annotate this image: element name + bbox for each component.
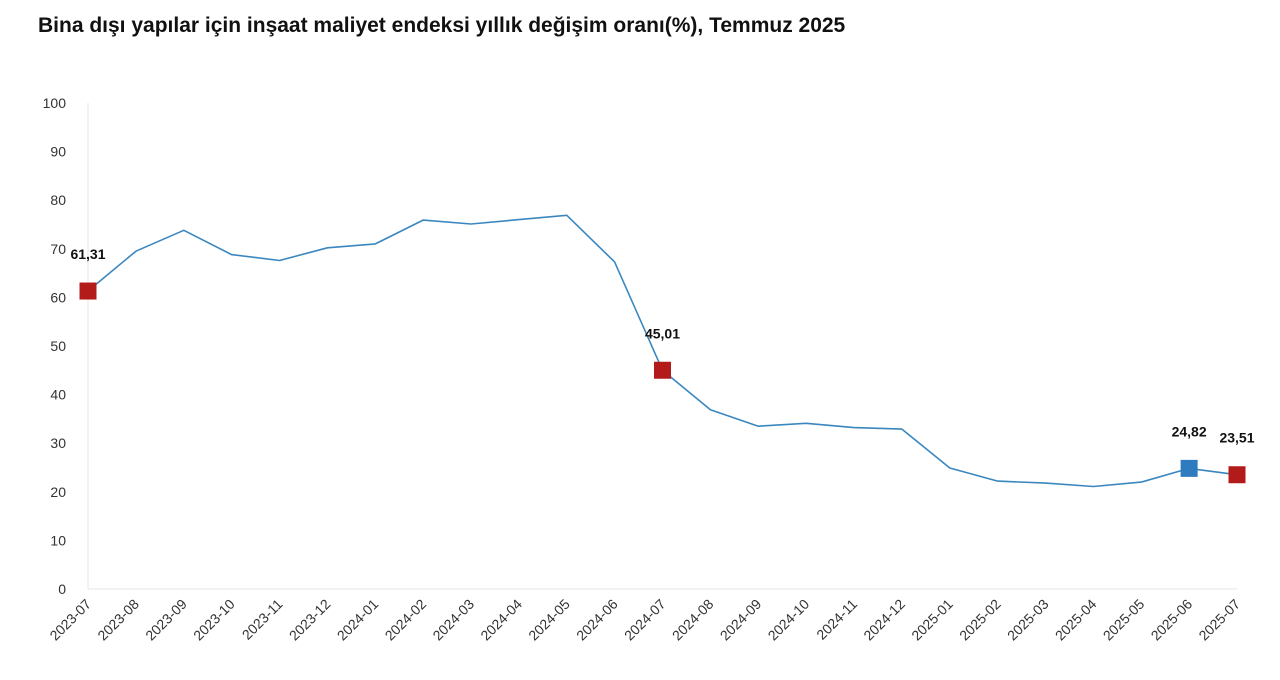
x-axis-ticks: 2023-07 2023-08 2023-09 2023-10 2023-11 2023-… [46, 596, 1243, 644]
chart-series [87, 214, 1238, 488]
x-tick-label: 2023-11 [239, 596, 286, 643]
chart-markers [79, 282, 1246, 484]
y-tick-label: 50 [50, 338, 66, 354]
x-tick-label: 2024-12 [860, 596, 908, 644]
x-tick-label: 2025-06 [1148, 596, 1196, 644]
y-tick-label: 20 [50, 484, 66, 500]
data-label: 45,01 [645, 325, 680, 341]
chart-data-labels: 61,31 45,01 24,82 23,51 [70, 246, 1254, 446]
x-tick-label: 2025-04 [1052, 596, 1100, 644]
x-tick-label: 2024-05 [525, 596, 573, 644]
x-tick-label: 2023-09 [142, 596, 190, 644]
x-tick-label: 2025-01 [908, 596, 956, 644]
series-line [87, 214, 1238, 488]
chart-title: Bina dışı yapılar için inşaat maliyet en… [38, 14, 846, 37]
x-tick-label: 2023-12 [286, 596, 334, 644]
data-label: 23,51 [1219, 430, 1254, 446]
x-tick-label: 2024-02 [382, 596, 430, 644]
x-tick-label: 2024-08 [669, 596, 717, 644]
x-tick-label: 2024-01 [334, 596, 382, 644]
y-axis-ticks: 0 10 20 30 40 50 60 70 80 90 100 [43, 95, 67, 597]
x-tick-label: 2024-07 [621, 596, 669, 644]
x-tick-label: 2024-11 [813, 596, 860, 643]
x-tick-label: 2023-07 [46, 596, 94, 644]
x-tick-label: 2025-03 [1004, 596, 1052, 644]
y-tick-label: 10 [50, 532, 66, 548]
y-tick-label: 0 [58, 581, 66, 597]
x-tick-label: 2025-07 [1195, 596, 1243, 644]
data-point-marker [79, 282, 97, 300]
x-tick-label: 2024-09 [717, 596, 765, 644]
data-point-marker [1228, 466, 1246, 484]
x-tick-label: 2024-06 [573, 596, 621, 644]
x-tick-label: 2023-08 [94, 596, 142, 644]
x-tick-label: 2025-02 [956, 596, 1004, 644]
data-point-marker [1180, 459, 1198, 477]
data-label: 24,82 [1172, 423, 1207, 439]
y-tick-label: 100 [43, 95, 67, 111]
x-tick-label: 2024-03 [429, 596, 477, 644]
y-tick-label: 90 [50, 144, 66, 160]
y-tick-label: 60 [50, 289, 66, 305]
x-tick-label: 2024-04 [477, 596, 525, 644]
data-point-marker [654, 361, 671, 379]
data-label: 61,31 [70, 246, 105, 262]
y-tick-label: 80 [50, 192, 66, 208]
x-tick-label: 2025-05 [1100, 596, 1148, 644]
chart-axes [87, 103, 1237, 590]
x-tick-label: 2023-10 [190, 596, 238, 644]
y-tick-label: 70 [50, 241, 66, 257]
y-tick-label: 40 [50, 387, 66, 403]
x-tick-label: 2024-10 [765, 596, 813, 644]
y-tick-label: 30 [50, 435, 66, 451]
